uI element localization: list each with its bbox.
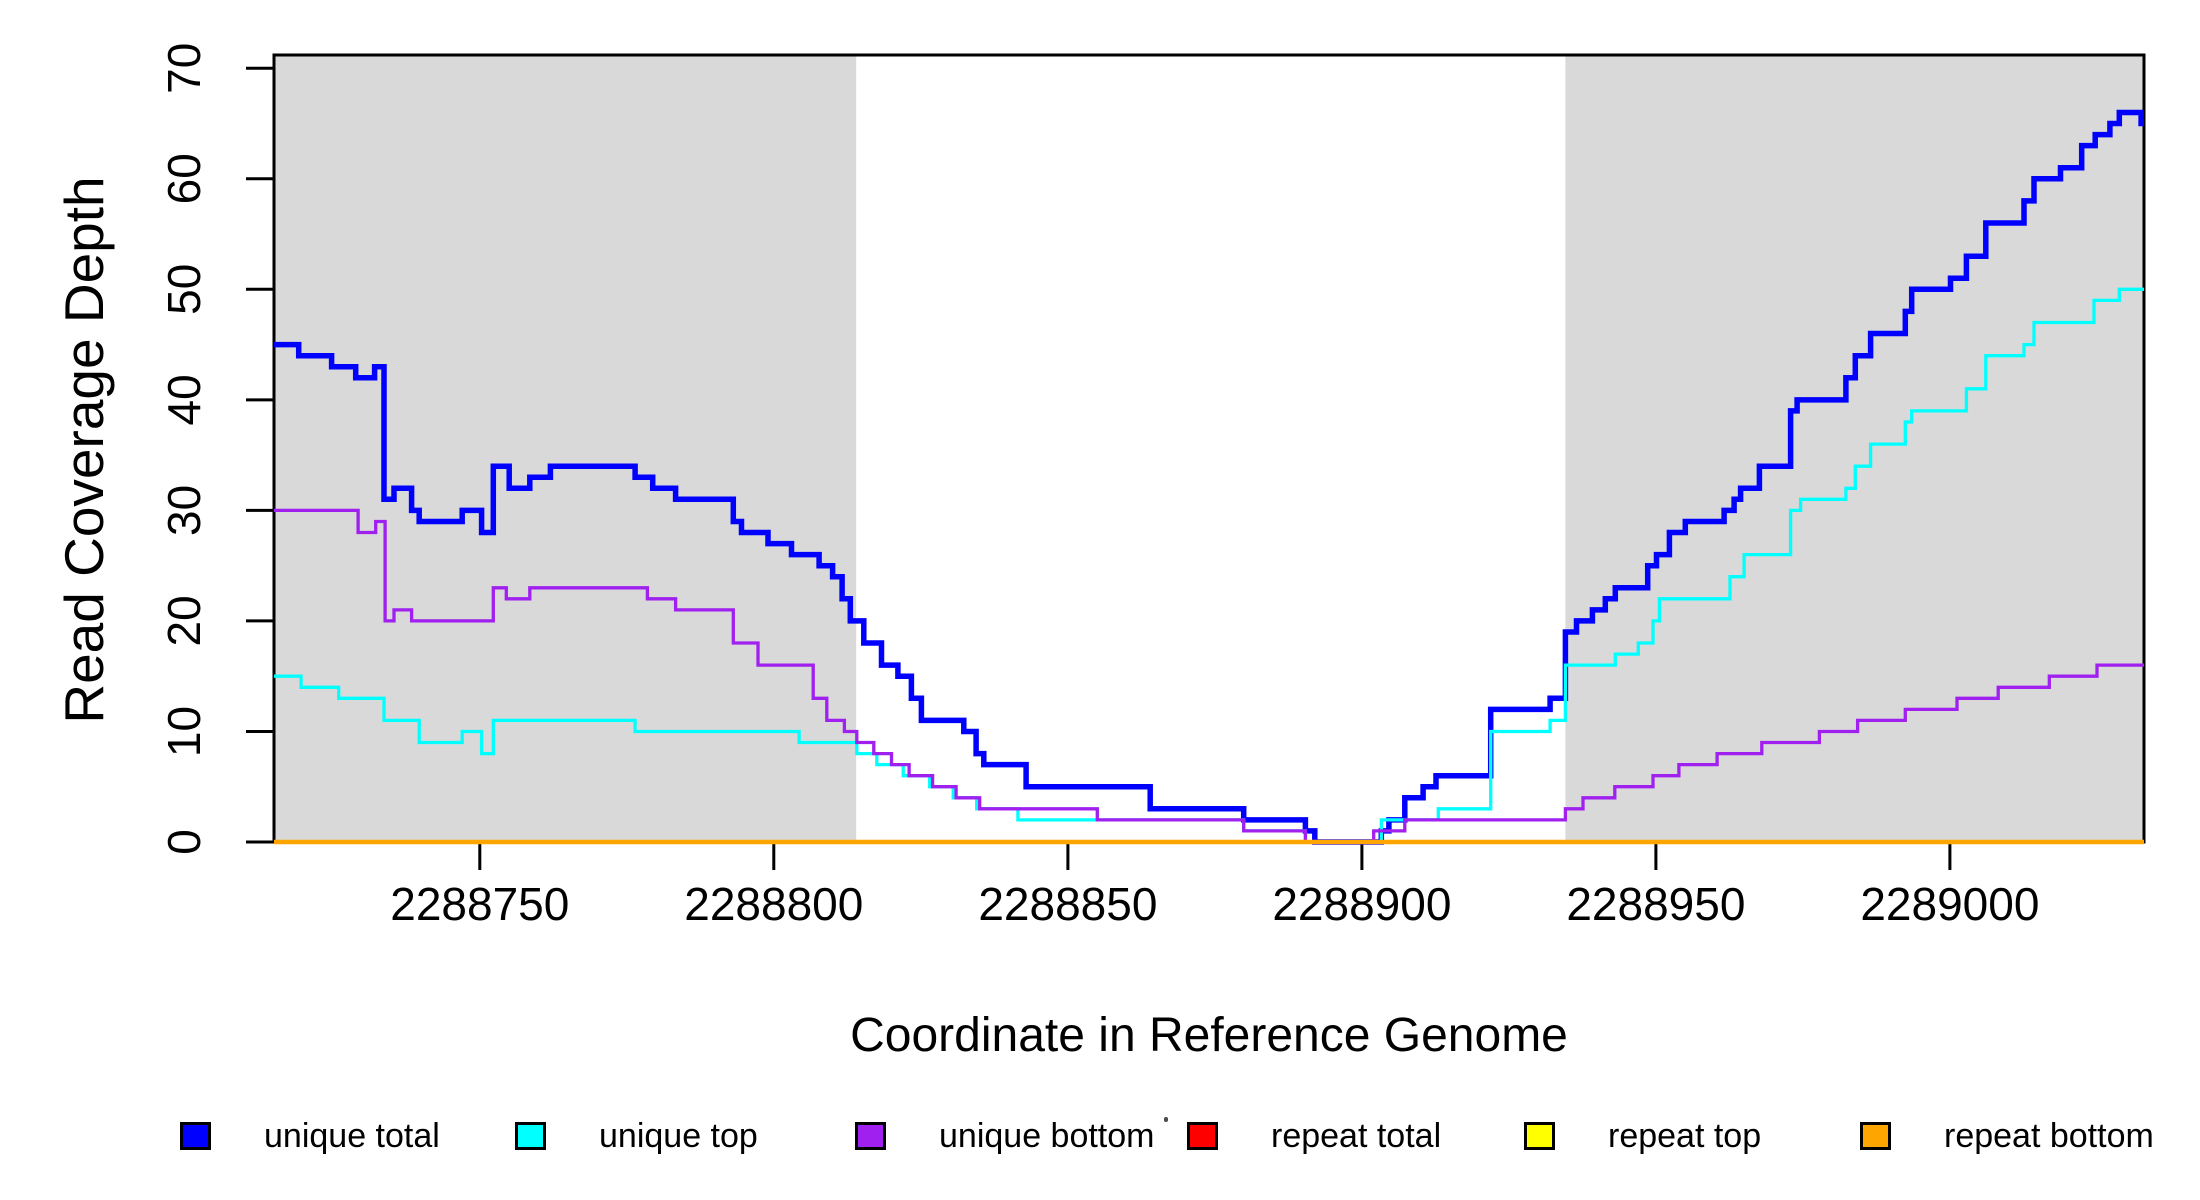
- shaded-region: [1565, 55, 2144, 842]
- y-tick-label: 30: [158, 485, 210, 536]
- x-tick-label: 2288950: [1566, 878, 1745, 930]
- series-unique-top-line: [274, 287, 2144, 844]
- stray-mark-artifact: [1164, 1117, 1168, 1122]
- legend-item-unique-total: unique total: [180, 1116, 440, 1155]
- legend-label-unique-top: unique top: [599, 1116, 758, 1155]
- x-tick-label: 2288750: [390, 878, 569, 930]
- y-tick-label: 50: [158, 264, 210, 315]
- y-tick-label: 0: [158, 829, 210, 855]
- x-tick-label: 2289000: [1860, 878, 2039, 930]
- legend-label-repeat-total: repeat total: [1271, 1116, 1442, 1155]
- y-tick-label: 60: [158, 153, 210, 204]
- legend-label-repeat-top: repeat top: [1608, 1116, 1762, 1155]
- x-axis-title: Coordinate in Reference Genome: [850, 1009, 1568, 1062]
- x-tick-label: 2288900: [1272, 878, 1451, 930]
- y-tick-label: 70: [158, 43, 210, 94]
- x-tick-label: 2288800: [684, 878, 863, 930]
- legend-label-unique-bottom: unique bottom: [939, 1116, 1155, 1155]
- legend-item-repeat-total: repeat total: [1187, 1116, 1442, 1155]
- legend-item-repeat-bottom: repeat bottom: [1860, 1116, 2154, 1155]
- legend-swatch-unique-bottom: [855, 1122, 886, 1150]
- legend-label-unique-total: unique total: [264, 1116, 440, 1155]
- legend-item-repeat-top: repeat top: [1524, 1116, 1762, 1155]
- y-tick-label: 20: [158, 595, 210, 646]
- legend-swatch-repeat-total: [1187, 1122, 1218, 1150]
- y-tick-label: 40: [158, 374, 210, 425]
- y-tick-label: 10: [158, 706, 210, 757]
- legend-item-unique-bottom: unique bottom: [855, 1116, 1155, 1155]
- y-axis-title: Read Coverage Depth: [53, 176, 115, 724]
- legend-swatch-unique-total: [180, 1122, 211, 1150]
- legend-swatch-repeat-top: [1524, 1122, 1555, 1150]
- legend-swatch-repeat-bottom: [1860, 1122, 1891, 1150]
- x-tick-label: 2288850: [978, 878, 1157, 930]
- shaded-region: [274, 55, 857, 842]
- legend-swatch-unique-top: [515, 1122, 546, 1150]
- legend-item-unique-top: unique top: [515, 1116, 758, 1155]
- legend-label-repeat-bottom: repeat bottom: [1944, 1116, 2154, 1155]
- series-unique-bottom-line: [274, 508, 2144, 844]
